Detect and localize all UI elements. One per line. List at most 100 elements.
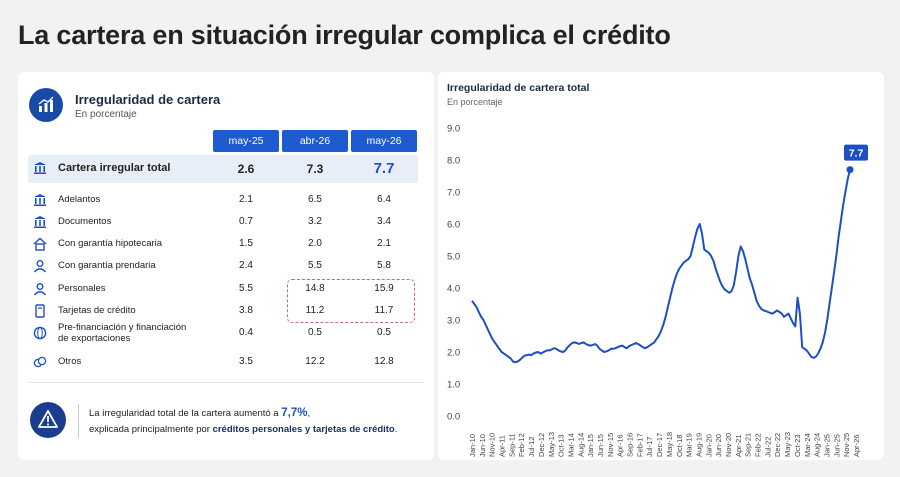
coins-icon [33,355,47,369]
alert-line2-bold: créditos personales y tarjetas de crédit… [212,424,395,435]
y-tick-label: 6.0 [447,220,460,231]
x-tick-label: Feb-17 [635,433,644,457]
row-label-line2: de exportaciones [58,333,131,344]
bank-icon [33,193,47,207]
table-row: Pre-financiación y financiación de export… [28,322,418,345]
x-tick-label: Feb-22 [754,433,763,457]
x-tick-label: Mar-19 [685,433,694,457]
cell-may-26: 3.4 [377,216,391,227]
x-tick-label: Oct-13 [557,434,566,457]
x-tick-label: May-23 [783,432,792,457]
cell-abr-26: 2.0 [308,238,322,249]
x-tick-label: Dec-22 [773,433,782,457]
x-tick-label: Jul-12 [527,437,536,457]
row-label-line1: Adelantos [58,194,101,205]
x-tick-label: Aug-19 [694,433,703,457]
x-tick-label: Nov-10 [488,433,497,457]
alert-line2-prefix: explicada principalmente por [89,424,213,435]
cell-abr-26: 12.2 [305,356,325,367]
total-row: Cartera irregular total 2.6 7.3 7.7 [28,155,418,183]
cell-abr-26: 6.5 [308,194,322,205]
row-label: Tarjetas de crédito [58,305,136,316]
table-row: Documentos 0.7 3.2 3.4 [28,212,418,234]
x-tick-label: Feb-12 [517,433,526,457]
table-row: Con garantía prendaria 2.4 5.5 5.8 [28,256,418,278]
row-label-line1: Con garantía prendaria [58,260,156,271]
alert-message: La irregularidad total de la cartera aum… [89,405,397,438]
warning-icon [30,402,66,438]
row-label-line1: Pre-financiación y financiación [58,322,187,333]
cell-may-25: 5.5 [239,283,253,294]
x-tick-label: Jan-25 [822,434,831,457]
bar-chart-icon [29,88,63,122]
row-label: Con garantía hipotecaria [58,238,162,249]
house-icon [33,237,47,251]
cell-may-25: 1.5 [239,238,253,249]
cell-may-25: 2.1 [239,194,253,205]
x-tick-label: Mar-14 [566,433,575,457]
divider [28,382,424,383]
chart-card: Irregularidad de cartera total En porcen… [438,72,884,460]
person-icon [33,259,47,273]
end-value-label: 7.7 [849,148,864,160]
x-tick-label: Apr-26 [852,434,861,457]
y-tick-label: 3.0 [447,316,460,327]
cell-may-26: 11.7 [374,305,394,316]
x-tick-label: Sep-16 [626,433,635,457]
row-label: Personales [58,283,106,294]
y-tick-label: 7.0 [447,188,460,199]
column-header-may-26: may-26 [351,130,417,152]
row-label-line1: Tarjetas de crédito [58,305,136,316]
cell-may-26: 5.8 [377,260,391,271]
end-value-badge [844,144,868,161]
x-tick-label: Apr-16 [616,434,625,457]
y-tick-label: 4.0 [447,284,460,295]
cell-may-26: 2.1 [377,238,391,249]
y-tick-label: 2.0 [447,348,460,359]
y-tick-label: 0.0 [447,412,460,423]
row-label: Otros [58,356,81,367]
row-label: Con garantía prendaria [58,260,156,271]
row-label-line1: Cartera irregular total [58,162,171,174]
x-tick-label: May-13 [547,432,556,457]
y-tick-label: 8.0 [447,156,460,167]
table-row: Adelantos 2.1 6.5 6.4 [28,190,418,212]
x-tick-label: Jun-25 [832,434,841,457]
x-tick-label: Sep-11 [507,433,516,457]
cell-may-26: 12.8 [374,356,394,367]
x-tick-label: Apr-21 [734,434,743,457]
row-label-line1: Documentos [58,216,112,227]
x-tick-label: Nov-15 [606,433,615,457]
x-tick-label: Jun-20 [714,434,723,457]
x-tick-label: Sep-21 [744,433,753,457]
cell-abr-26: 7.3 [306,162,324,176]
y-tick-label: 5.0 [447,252,460,263]
y-tick-label: 9.0 [447,124,460,135]
row-label: Pre-financiación y financiación de export… [58,322,186,344]
x-tick-label: Jan-15 [586,434,595,457]
table-row: Personales 5.5 14.8 15.9 [28,279,418,301]
table-card: Irregularidad de cartera En porcentaje m… [18,72,434,460]
cell-may-25: 0.4 [239,327,253,338]
x-tick-label: Apr-11 [498,435,507,457]
person-icon [33,282,47,296]
alert-divider [78,404,79,438]
column-header-may-25: may-25 [213,130,279,152]
x-tick-label: Jun-10 [478,434,487,457]
y-tick-label: 1.0 [447,380,460,391]
row-label: Documentos [58,216,111,227]
table-row: Con garantía hipotecaria 1.5 2.0 2.1 [28,234,418,256]
cell-may-25: 3.5 [239,356,253,367]
x-tick-label: Nov-25 [842,433,851,457]
x-tick-label: Dec-12 [537,433,546,457]
x-tick-label: Jan-10 [468,434,477,457]
column-header-abr-26: abr-26 [282,130,348,152]
x-tick-label: Aug-24 [813,433,822,457]
x-tick-label: Mar-24 [803,433,812,457]
x-tick-label: Oct-23 [793,434,802,457]
alert-value: 7,7% [281,407,308,419]
alert-line1-prefix: La irregularidad total de la cartera aum… [89,408,282,419]
globe-icon [33,326,47,340]
alert-line1-suffix: , [307,408,311,419]
